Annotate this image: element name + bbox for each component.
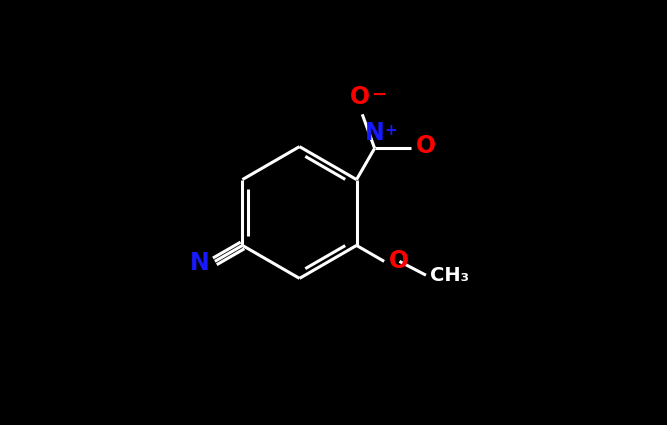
Text: O: O [350, 85, 370, 109]
Text: −: − [371, 86, 386, 104]
Text: O: O [388, 249, 408, 273]
Text: N: N [365, 121, 384, 145]
Text: CH₃: CH₃ [430, 266, 469, 285]
Text: O: O [416, 134, 436, 158]
Text: +: + [384, 123, 397, 138]
Text: N: N [190, 252, 209, 275]
